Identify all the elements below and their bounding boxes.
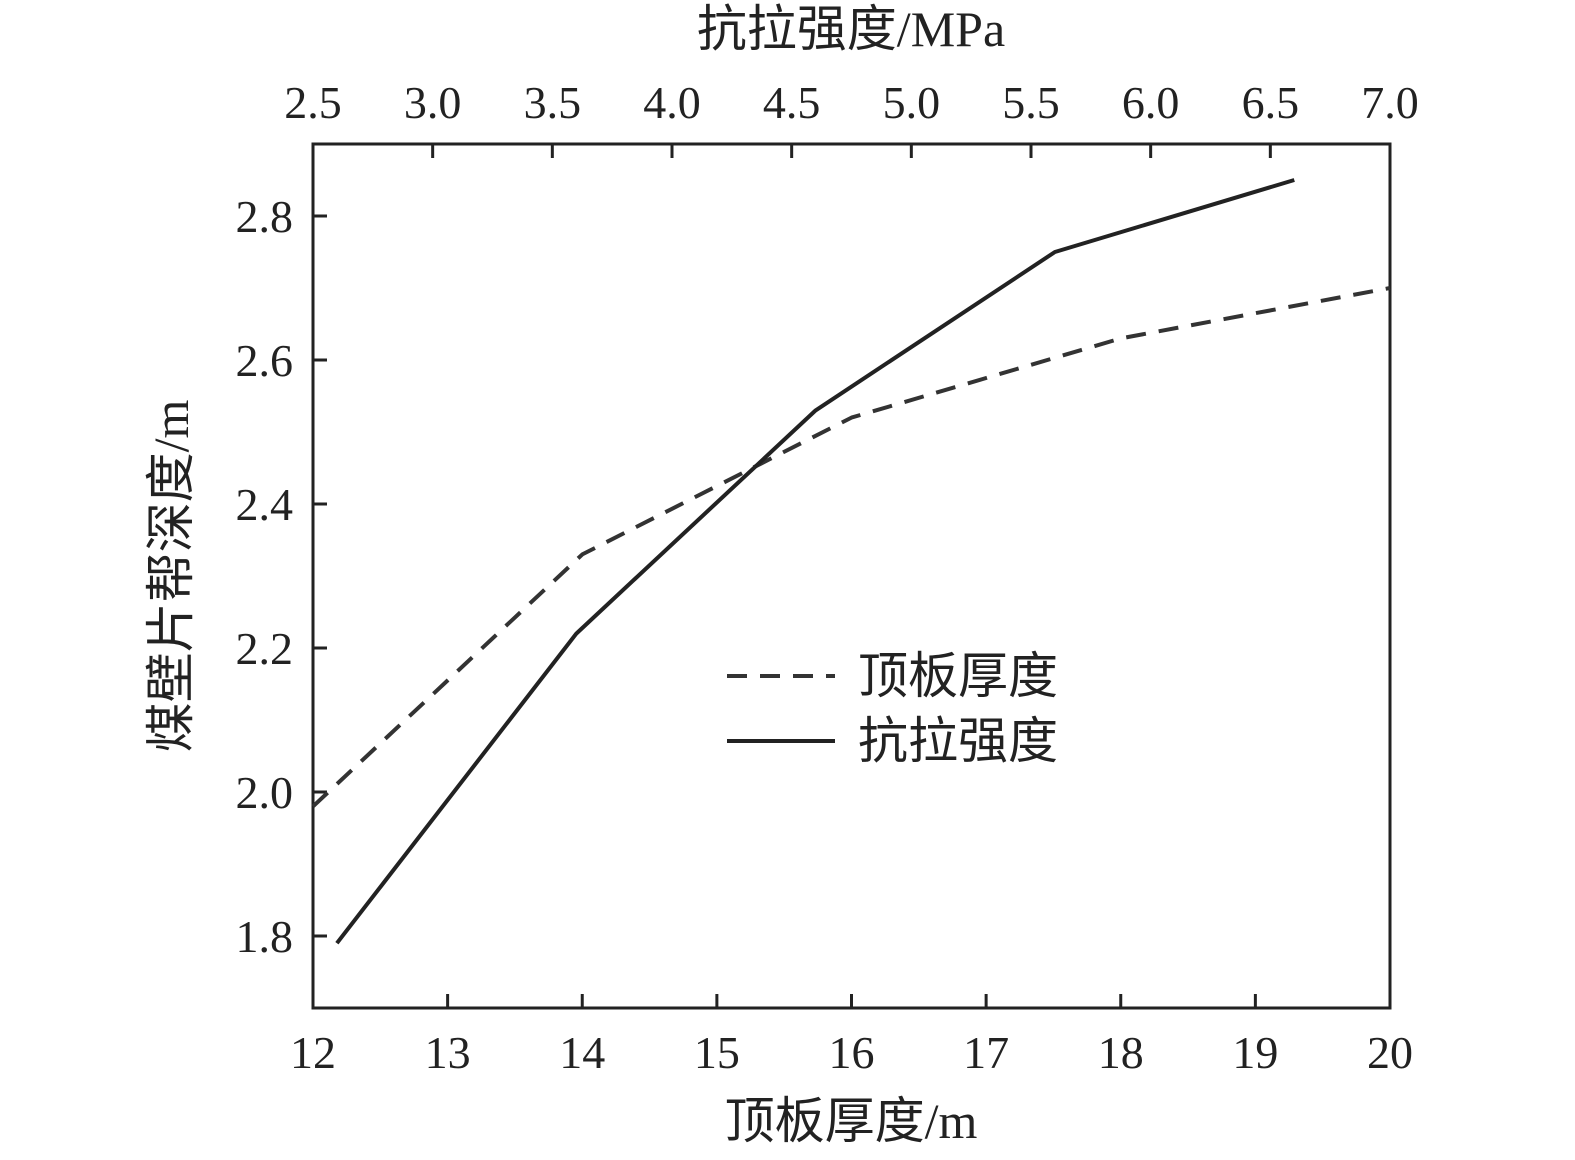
x-tick-label: 17 xyxy=(963,1027,1009,1078)
series-line-tensile-strength xyxy=(335,178,1295,945)
top-tick-label: 4.5 xyxy=(763,77,821,128)
y-tick-label: 2.6 xyxy=(236,335,294,386)
x-tick-label: 19 xyxy=(1232,1027,1278,1078)
top-tick-label: 4.0 xyxy=(643,77,701,128)
top-tick-label: 3.0 xyxy=(404,77,462,128)
top-tick-label: 5.0 xyxy=(883,77,941,128)
top-axis-title: 抗拉强度/MPa xyxy=(697,1,1005,57)
y-axis-ticks: 1.8 2.0 2.2 2.4 2.6 2.8 xyxy=(236,191,327,962)
top-tick-label: 6.0 xyxy=(1122,77,1180,128)
legend-label-roof-thickness: 顶板厚度 xyxy=(858,648,1058,704)
top-tick-label: 2.5 xyxy=(284,77,342,128)
top-tick-label: 7.0 xyxy=(1361,77,1419,128)
x-tick-label: 16 xyxy=(829,1027,875,1078)
x-tick-label: 15 xyxy=(694,1027,740,1078)
y-tick-label: 2.4 xyxy=(236,479,294,530)
top-tick-label: 3.5 xyxy=(524,77,582,128)
series-layer xyxy=(311,178,1391,945)
y-tick-label: 2.2 xyxy=(236,623,294,674)
y-tick-label: 2.0 xyxy=(236,767,294,818)
x-axis-title: 顶板厚度/m xyxy=(725,1093,978,1149)
y-tick-label: 2.8 xyxy=(236,191,294,242)
top-tick-label: 5.5 xyxy=(1002,77,1060,128)
top-axis-ticks: 2.5 3.0 3.5 4.0 4.5 5.0 5.5 6.0 6.5 7.0 xyxy=(284,77,1419,158)
series-line-roof-thickness xyxy=(311,286,1391,808)
y-tick-label: 1.8 xyxy=(236,911,294,962)
top-tick-label: 6.5 xyxy=(1242,77,1300,128)
legend: 顶板厚度 抗拉强度 xyxy=(727,648,1058,769)
x-tick-label: 14 xyxy=(559,1027,605,1078)
x-axis-ticks: 12 13 14 15 16 17 18 19 20 xyxy=(290,994,1413,1078)
x-tick-label: 12 xyxy=(290,1027,336,1078)
legend-label-tensile-strength: 抗拉强度 xyxy=(858,713,1058,769)
y-axis-title: 煤壁片帮深度/m xyxy=(143,400,199,753)
plot-frame xyxy=(311,142,1392,1010)
x-tick-label: 13 xyxy=(425,1027,471,1078)
x-tick-label: 18 xyxy=(1098,1027,1144,1078)
x-tick-label: 20 xyxy=(1367,1027,1413,1078)
